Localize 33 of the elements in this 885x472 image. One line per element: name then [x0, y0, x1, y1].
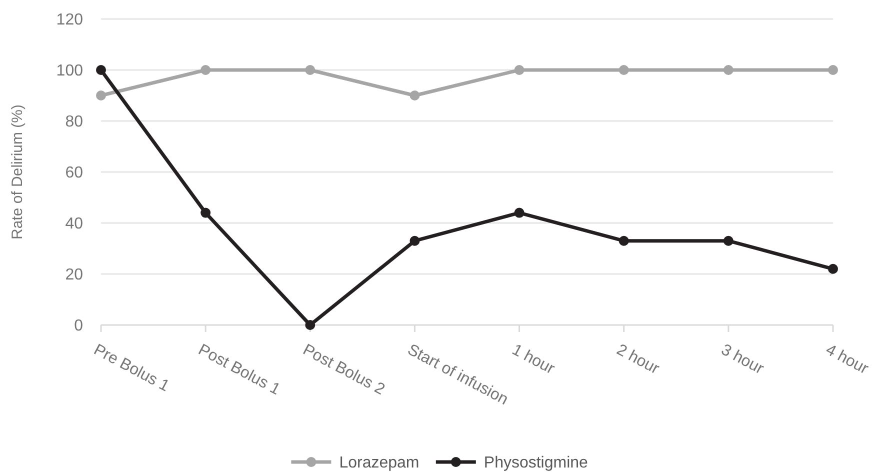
x-tick-label: Post Bolus 1	[195, 341, 283, 399]
x-tick-label: 4 hour	[822, 341, 872, 378]
y-tick-label: 60	[65, 164, 84, 182]
y-tick-label: 100	[56, 62, 84, 80]
x-tick-label: Post Bolus 2	[300, 341, 388, 399]
point	[618, 65, 629, 75]
point	[200, 65, 211, 75]
point	[305, 320, 316, 330]
point	[723, 236, 734, 246]
legend-label: Lorazepam	[339, 454, 420, 472]
y-tick-label: 80	[65, 114, 84, 131]
y-tick-label: 40	[65, 216, 84, 233]
point	[96, 65, 106, 75]
y-tick-label: 0	[74, 318, 84, 335]
point	[618, 236, 629, 246]
point	[828, 65, 838, 75]
y-tick-label: 120	[56, 12, 84, 29]
point	[410, 90, 420, 100]
x-tick-label: 2 hour	[614, 341, 662, 378]
x-tick-label: 1 hour	[509, 341, 558, 378]
point	[514, 65, 524, 75]
point	[723, 65, 734, 75]
point	[828, 264, 838, 274]
y-axis-title: Rate of Delirium (%)	[9, 104, 26, 240]
legend-label: Physostigmine	[484, 454, 588, 472]
point	[410, 236, 420, 246]
x-tick-label: Pre Bolus 1	[90, 341, 172, 396]
point	[200, 208, 211, 218]
point	[514, 208, 524, 218]
point	[305, 65, 316, 75]
y-tick-label: 20	[65, 266, 84, 284]
x-tick-label: 3 hour	[718, 341, 767, 378]
point	[96, 90, 106, 100]
